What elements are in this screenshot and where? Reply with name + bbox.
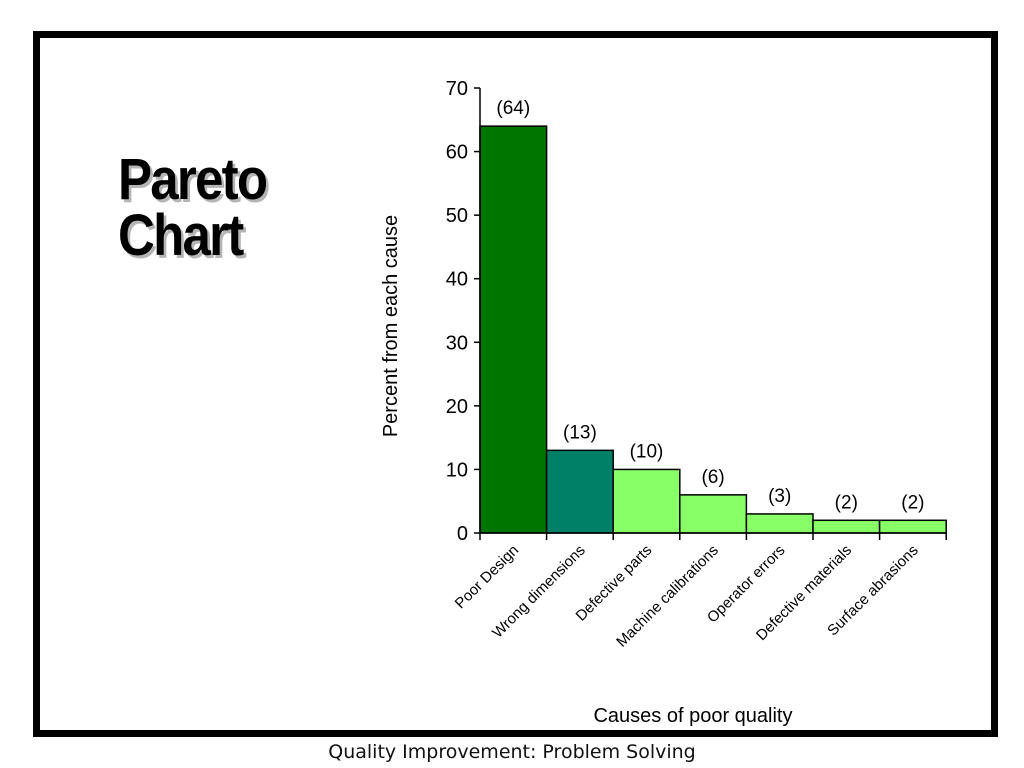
bar xyxy=(545,449,614,534)
data-label: (6) xyxy=(701,467,724,488)
x-tick-label: Poor Design xyxy=(452,542,522,612)
data-label: (2) xyxy=(901,492,924,513)
data-label: (2) xyxy=(835,492,858,513)
slide-title: Pareto Chart xyxy=(118,147,268,268)
data-label: (13) xyxy=(563,422,597,443)
y-tick-label: 70 xyxy=(446,78,468,100)
y-tick-label: 60 xyxy=(446,142,468,164)
bar xyxy=(812,519,881,534)
y-axis-label: Percent from each cause xyxy=(380,215,402,437)
y-tick-label: 40 xyxy=(446,269,468,291)
slide-title-line-1: Pareto xyxy=(118,147,268,212)
bar xyxy=(878,519,947,534)
y-tick-label: 10 xyxy=(446,459,468,481)
bar xyxy=(479,125,548,534)
y-tick-label: 0 xyxy=(457,523,468,545)
y-tick-label: 30 xyxy=(446,332,468,354)
bars-group xyxy=(479,125,947,534)
y-tick-label: 20 xyxy=(446,396,468,418)
pareto-bar-chart: (64) (13) (10) (6) (3) (2) (2) 0 10 20 30 40 50 60 70… xyxy=(380,78,947,727)
data-label: (10) xyxy=(630,441,664,462)
y-axis: 0 10 20 30 40 50 60 70 xyxy=(446,78,481,545)
bar xyxy=(679,494,748,534)
y-tick-label: 50 xyxy=(446,205,468,227)
data-label: (3) xyxy=(768,486,791,507)
bar xyxy=(745,513,814,534)
footer-text: Quality Improvement: Problem Solving xyxy=(328,741,696,763)
data-labels-group: (64) (13) (10) (6) (3) (2) (2) xyxy=(496,98,924,513)
slide-title-line-2: Chart xyxy=(118,203,244,268)
bar xyxy=(612,468,681,534)
x-axis-label: Causes of poor quality xyxy=(593,705,792,727)
data-label: (64) xyxy=(496,98,530,119)
